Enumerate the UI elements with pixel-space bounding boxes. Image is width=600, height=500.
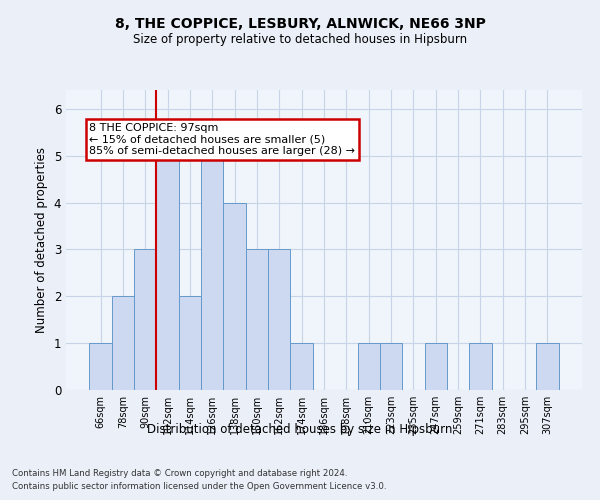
Bar <box>201 156 223 390</box>
Text: Contains public sector information licensed under the Open Government Licence v3: Contains public sector information licen… <box>12 482 386 491</box>
Bar <box>358 343 380 390</box>
Bar <box>469 343 491 390</box>
Bar <box>268 250 290 390</box>
Text: Distribution of detached houses by size in Hipsburn: Distribution of detached houses by size … <box>148 422 452 436</box>
Bar <box>425 343 447 390</box>
Bar <box>134 250 157 390</box>
Y-axis label: Number of detached properties: Number of detached properties <box>35 147 48 333</box>
Bar <box>380 343 402 390</box>
Bar <box>112 296 134 390</box>
Text: Size of property relative to detached houses in Hipsburn: Size of property relative to detached ho… <box>133 32 467 46</box>
Text: 8, THE COPPICE, LESBURY, ALNWICK, NE66 3NP: 8, THE COPPICE, LESBURY, ALNWICK, NE66 3… <box>115 18 485 32</box>
Text: Contains HM Land Registry data © Crown copyright and database right 2024.: Contains HM Land Registry data © Crown c… <box>12 468 347 477</box>
Bar <box>290 343 313 390</box>
Text: 8 THE COPPICE: 97sqm
← 15% of detached houses are smaller (5)
85% of semi-detach: 8 THE COPPICE: 97sqm ← 15% of detached h… <box>89 123 355 156</box>
Bar <box>536 343 559 390</box>
Bar <box>157 156 179 390</box>
Bar <box>89 343 112 390</box>
Bar <box>246 250 268 390</box>
Bar <box>223 202 246 390</box>
Bar <box>179 296 201 390</box>
